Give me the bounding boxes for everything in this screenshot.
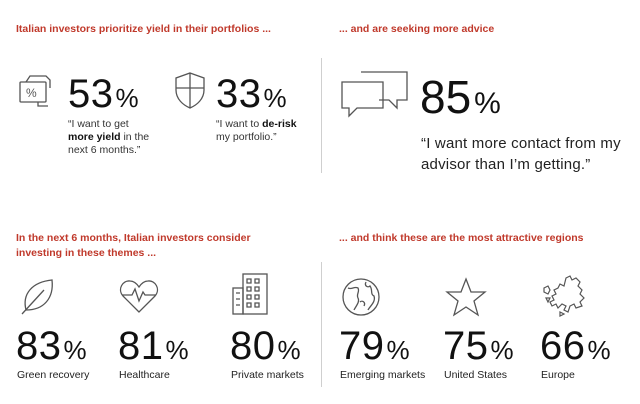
yield-quote-line3: next 6 months.” xyxy=(68,144,141,156)
region-europe-sign: % xyxy=(587,335,612,365)
europe-map-icon xyxy=(540,274,586,318)
theme-green-sign: % xyxy=(63,335,88,365)
advice-quote-line2: advisor than I’m getting.” xyxy=(421,156,591,173)
region-emerging-label: Emerging markets xyxy=(340,369,426,381)
svg-text:%: % xyxy=(26,86,37,100)
derisk-quote-line2: my portfolio.” xyxy=(216,131,277,143)
yield-quote: “I want to get more yield in the next 6 … xyxy=(68,118,164,157)
shield-icon xyxy=(173,70,207,110)
speech-bubbles-icon xyxy=(339,68,411,118)
theme-private-value: 80 xyxy=(230,324,276,368)
region-us-value: 75 xyxy=(443,324,489,368)
yield-value: 53 xyxy=(68,72,114,116)
derisk-quote-bold: de-risk xyxy=(262,118,297,130)
building-icon xyxy=(231,272,271,316)
themes-heading-line1: In the next 6 months, Italian investors … xyxy=(16,232,251,244)
theme-green-label: Green recovery xyxy=(17,369,90,381)
derisk-quote-line1: “I want to de-risk xyxy=(216,118,312,131)
percent-hand-icon: % xyxy=(16,70,54,110)
region-us-label: United States xyxy=(444,369,508,381)
advice-heading: ... and are seeking more advice xyxy=(339,23,495,35)
derisk-percentage: 33% xyxy=(216,74,287,118)
derisk-value: 33 xyxy=(216,72,262,116)
region-emerging-percentage: 79% xyxy=(339,326,410,370)
theme-private-label: Private markets xyxy=(231,369,304,381)
advice-percentage: 85% xyxy=(420,74,501,127)
bottom-divider xyxy=(321,262,322,387)
regions-heading: ... and think these are the most attract… xyxy=(339,232,584,244)
yield-quote-line2: more yield in the xyxy=(68,131,164,144)
region-europe-percentage: 66% xyxy=(540,326,611,370)
advice-sign: % xyxy=(474,87,501,120)
theme-health-sign: % xyxy=(165,335,190,365)
star-icon xyxy=(444,276,488,318)
yield-sign: % xyxy=(115,83,140,113)
yield-quote-bold: more yield xyxy=(68,131,121,143)
theme-private-percentage: 80% xyxy=(230,326,301,370)
advice-quote-line1: “I want more contact from my xyxy=(421,135,621,152)
region-europe-value: 66 xyxy=(540,324,586,368)
yield-quote-line1: “I want to get xyxy=(68,118,129,130)
theme-health-percentage: 81% xyxy=(118,326,189,370)
theme-green-percentage: 83% xyxy=(16,326,87,370)
theme-health-label: Healthcare xyxy=(119,369,170,381)
region-us-sign: % xyxy=(490,335,515,365)
region-europe-label: Europe xyxy=(541,369,575,381)
top-divider xyxy=(321,58,322,173)
advice-value: 85 xyxy=(420,71,472,123)
themes-heading-line2: investing in these themes ... xyxy=(16,247,157,259)
derisk-quote: “I want to de-risk my portfolio.” xyxy=(216,118,312,144)
yield-percentage: 53% xyxy=(68,74,139,118)
derisk-sign: % xyxy=(263,83,288,113)
advice-quote: “I want more contact from my advisor tha… xyxy=(421,133,631,175)
region-us-percentage: 75% xyxy=(443,326,514,370)
leaf-icon xyxy=(18,276,58,316)
region-emerging-value: 79 xyxy=(339,324,385,368)
derisk-quote-pre: “I want to xyxy=(216,118,263,130)
region-emerging-sign: % xyxy=(386,335,411,365)
heartbeat-icon xyxy=(118,278,160,314)
theme-health-value: 81 xyxy=(118,324,164,368)
yield-quote-mid: in the xyxy=(120,131,150,143)
theme-green-value: 83 xyxy=(16,324,62,368)
globe-icon xyxy=(340,276,382,318)
themes-heading: In the next 6 months, Italian investors … xyxy=(16,231,251,261)
yield-heading: Italian investors prioritize yield in th… xyxy=(16,23,271,35)
theme-private-sign: % xyxy=(277,335,302,365)
